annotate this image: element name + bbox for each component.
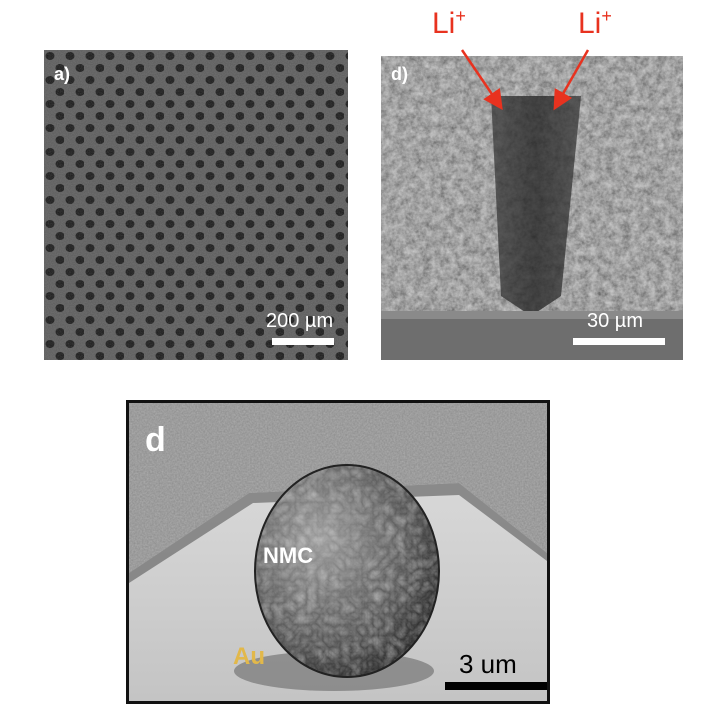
panel-d-top-scale-text: 30 µm bbox=[587, 310, 643, 332]
panel-d-bottom-label: d bbox=[145, 421, 166, 459]
li-ion-left-symbol: Li bbox=[432, 7, 456, 40]
li-ion-arrows bbox=[460, 49, 590, 111]
nmc-label: NMC bbox=[263, 543, 314, 568]
sem-panel-a: a) 200 µm bbox=[44, 50, 348, 360]
cross-section-image bbox=[381, 56, 683, 360]
li-ion-right-charge: + bbox=[601, 6, 612, 26]
li-ion-label-right: Li+ bbox=[578, 6, 612, 41]
perforated-surface-image bbox=[44, 50, 348, 360]
li-arrow-right bbox=[553, 49, 590, 111]
panel-d-bottom-scale-bar bbox=[445, 682, 547, 690]
sem-panel-d-cross-section: d) 30 µm bbox=[381, 56, 683, 360]
sem-panel-nmc-particle: d NMC Au 3 um bbox=[126, 400, 550, 704]
li-arrow-left bbox=[460, 49, 503, 111]
panel-d-bottom-scale-text: 3 um bbox=[459, 649, 517, 679]
li-ion-label-left: Li+ bbox=[432, 6, 466, 41]
au-label: Au bbox=[233, 643, 265, 670]
panel-d-top-label: d) bbox=[391, 64, 408, 84]
li-ion-left-charge: + bbox=[455, 6, 466, 26]
panel-d-top-scale-bar bbox=[573, 338, 665, 345]
panel-a-label: a) bbox=[54, 64, 71, 84]
panel-a-scale-bar bbox=[272, 338, 334, 345]
panel-a-scale-text: 200 µm bbox=[266, 310, 334, 332]
nmc-particle-image bbox=[129, 403, 547, 701]
li-ion-right-symbol: Li bbox=[578, 7, 602, 40]
